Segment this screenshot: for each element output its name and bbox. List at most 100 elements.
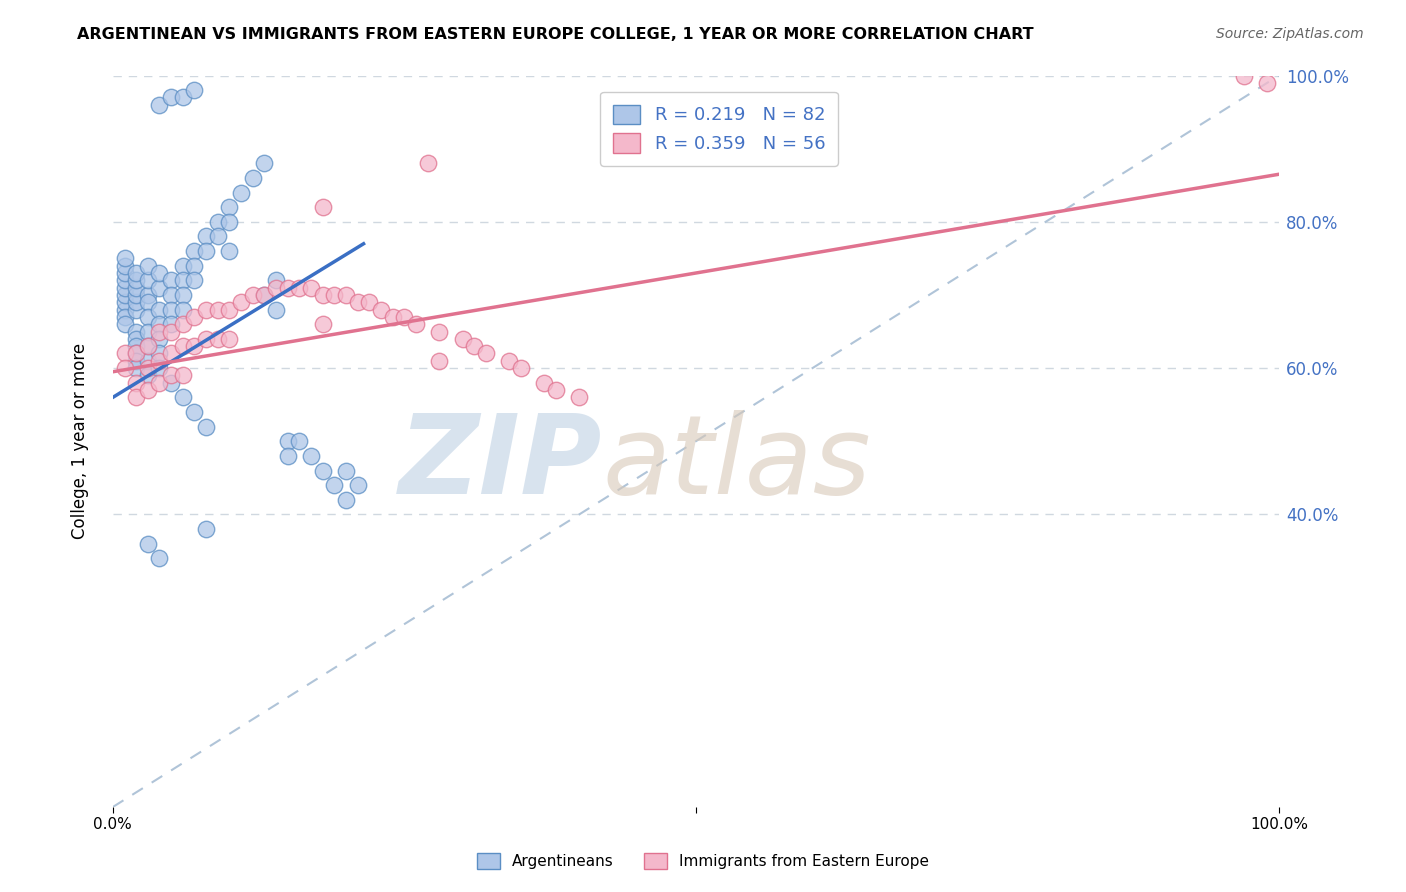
Text: atlas: atlas — [603, 409, 872, 516]
Point — [148, 302, 170, 317]
Point — [475, 346, 498, 360]
Point — [1256, 76, 1278, 90]
Point — [218, 332, 240, 346]
Point — [323, 288, 346, 302]
Point — [218, 244, 240, 258]
Point — [183, 273, 205, 287]
Point — [172, 259, 194, 273]
Legend: Argentineans, Immigrants from Eastern Europe: Argentineans, Immigrants from Eastern Eu… — [471, 847, 935, 875]
Point — [125, 325, 148, 339]
Point — [125, 302, 148, 317]
Point — [183, 83, 205, 97]
Point — [114, 310, 136, 324]
Point — [242, 170, 264, 185]
Point — [299, 280, 322, 294]
Point — [172, 368, 194, 383]
Point — [218, 215, 240, 229]
Point — [160, 346, 183, 360]
Point — [207, 229, 229, 244]
Point — [136, 361, 159, 376]
Point — [136, 310, 159, 324]
Point — [264, 302, 287, 317]
Point — [114, 295, 136, 310]
Point — [125, 280, 148, 294]
Point — [183, 310, 205, 324]
Point — [125, 339, 148, 353]
Point — [114, 302, 136, 317]
Point — [136, 353, 159, 368]
Point — [359, 295, 381, 310]
Point — [242, 288, 264, 302]
Point — [172, 273, 194, 287]
Point — [148, 266, 170, 280]
Point — [229, 186, 252, 200]
Point — [510, 361, 533, 376]
Point — [264, 280, 287, 294]
Point — [312, 317, 335, 331]
Point — [195, 302, 218, 317]
Point — [288, 280, 311, 294]
Point — [172, 339, 194, 353]
Point — [277, 434, 299, 449]
Point — [136, 273, 159, 287]
Point — [148, 280, 170, 294]
Point — [160, 273, 183, 287]
Point — [125, 346, 148, 360]
Point — [114, 259, 136, 273]
Point — [277, 280, 299, 294]
Point — [172, 302, 194, 317]
Point — [451, 332, 474, 346]
Point — [125, 376, 148, 390]
Point — [253, 288, 276, 302]
Point — [1233, 69, 1256, 83]
Point — [160, 368, 183, 383]
Point — [568, 390, 591, 404]
Point — [195, 522, 218, 536]
Point — [346, 478, 368, 492]
Legend: R = 0.219   N = 82, R = 0.359   N = 56: R = 0.219 N = 82, R = 0.359 N = 56 — [600, 92, 838, 166]
Point — [229, 295, 252, 310]
Point — [381, 310, 404, 324]
Point — [148, 325, 170, 339]
Point — [114, 317, 136, 331]
Point — [183, 244, 205, 258]
Point — [172, 288, 194, 302]
Point — [125, 266, 148, 280]
Point — [427, 353, 450, 368]
Point — [148, 317, 170, 331]
Point — [253, 156, 276, 170]
Point — [394, 310, 416, 324]
Point — [172, 390, 194, 404]
Point — [160, 325, 183, 339]
Point — [299, 449, 322, 463]
Point — [544, 383, 567, 397]
Point — [160, 317, 183, 331]
Point — [195, 419, 218, 434]
Point — [264, 273, 287, 287]
Y-axis label: College, 1 year or more: College, 1 year or more — [72, 343, 89, 540]
Point — [148, 97, 170, 112]
Point — [253, 288, 276, 302]
Point — [370, 302, 392, 317]
Point — [148, 332, 170, 346]
Point — [335, 463, 357, 477]
Point — [125, 288, 148, 302]
Point — [136, 536, 159, 550]
Text: Source: ZipAtlas.com: Source: ZipAtlas.com — [1216, 27, 1364, 41]
Point — [335, 492, 357, 507]
Point — [125, 332, 148, 346]
Point — [125, 390, 148, 404]
Point — [288, 434, 311, 449]
Point — [218, 200, 240, 214]
Point — [160, 288, 183, 302]
Point — [125, 353, 148, 368]
Point — [498, 353, 520, 368]
Point — [136, 339, 159, 353]
Point — [312, 288, 335, 302]
Point — [195, 244, 218, 258]
Point — [160, 302, 183, 317]
Point — [183, 339, 205, 353]
Point — [114, 361, 136, 376]
Point — [148, 353, 170, 368]
Point — [207, 215, 229, 229]
